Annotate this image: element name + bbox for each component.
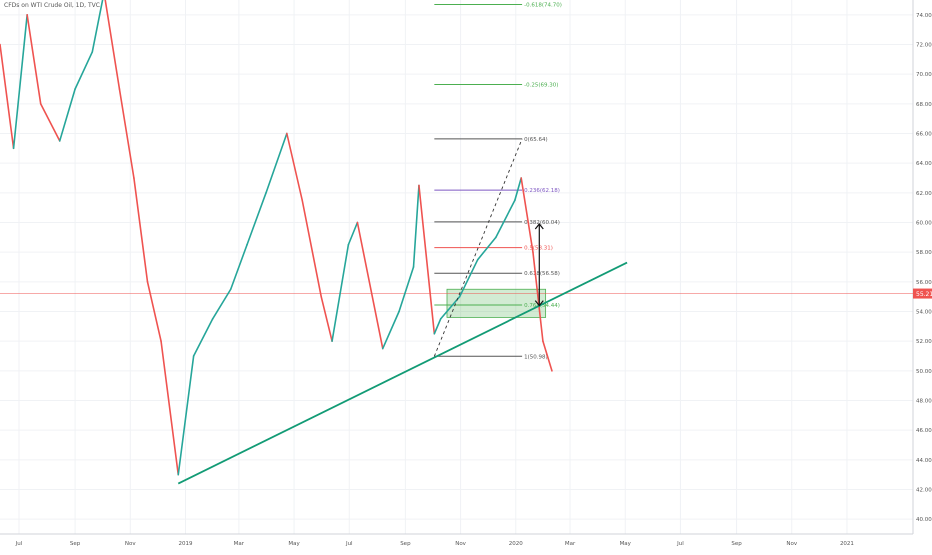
fib-level-label: 0.618(56.58) — [524, 271, 560, 277]
price-segment — [133, 177, 149, 283]
x-tick-label: May — [288, 541, 300, 547]
y-tick-label: 68.00 — [916, 102, 932, 108]
fib-level-label: 0.236(62.18) — [524, 188, 560, 194]
y-tick-label: 70.00 — [916, 72, 932, 78]
price-segment — [177, 355, 195, 476]
x-tick-label: 2019 — [178, 541, 192, 547]
price-segment — [12, 14, 28, 150]
price-segment — [347, 221, 359, 246]
x-tick-label: Sep — [731, 541, 742, 547]
price-segment — [160, 340, 180, 476]
price-segment — [301, 199, 323, 298]
price-segment — [104, 0, 121, 90]
fib-level-label: 0.5(58.31) — [524, 246, 553, 252]
y-tick-label: 56.00 — [916, 280, 932, 286]
y-tick-label: 58.00 — [916, 250, 932, 256]
price-segment — [495, 199, 516, 239]
price-segment — [211, 288, 232, 320]
x-tick-label: Sep — [400, 541, 411, 547]
x-tick-label: 2020 — [509, 541, 523, 547]
y-tick-label: 44.00 — [916, 458, 932, 464]
y-tick-label: 40.00 — [916, 517, 932, 523]
x-tick-label: Nov — [455, 541, 466, 547]
fib-level-label: -0.25(69.30) — [524, 83, 558, 89]
price-segment — [286, 132, 304, 202]
price-segment — [39, 103, 61, 142]
price-segment — [265, 132, 288, 194]
x-tick-label: Jul — [345, 541, 353, 547]
y-tick-label: 66.00 — [916, 132, 932, 138]
y-tick-label: 64.00 — [916, 161, 932, 167]
price-segment — [514, 177, 522, 202]
fib-level-label: 0.764(54.44) — [524, 303, 560, 309]
price-segment — [476, 236, 497, 261]
x-tick-label: Sep — [70, 541, 81, 547]
x-tick-label: Jul — [15, 541, 23, 547]
price-segment — [542, 340, 553, 372]
y-tick-label: 60.00 — [916, 221, 932, 227]
price-segment — [246, 192, 267, 246]
price-segment — [331, 243, 350, 342]
y-tick-label: 52.00 — [916, 339, 932, 345]
price-segment — [418, 184, 436, 335]
x-tick-label: 2021 — [840, 541, 854, 547]
price-segment — [58, 88, 76, 142]
price-segment — [381, 310, 400, 350]
price-segment — [532, 251, 544, 342]
y-tick-label: 72.00 — [916, 43, 932, 49]
ascending-trendline — [177, 261, 628, 485]
price-segment — [229, 243, 248, 291]
chart-title: CFDs on WTI Crude Oil, 1D, TVC — [4, 2, 100, 9]
price-segment — [412, 184, 420, 268]
x-tick-label: Jul — [676, 541, 684, 547]
price-segment — [192, 318, 214, 357]
price-segment — [433, 318, 442, 335]
price-segment — [146, 281, 162, 342]
price-segment — [520, 177, 534, 253]
y-tick-label: 50.00 — [916, 369, 932, 375]
price-segment — [91, 0, 104, 53]
current-price-tag — [913, 288, 932, 299]
y-tick-label: 74.00 — [916, 13, 932, 19]
x-tick-label: May — [620, 541, 632, 547]
fib-level-label: 0.382(60.04) — [524, 220, 560, 226]
y-tick-label: 42.00 — [916, 488, 932, 494]
fib-level-label: -0.618(74.70) — [524, 2, 562, 8]
fib-level-label: 0(65.64) — [524, 137, 548, 143]
y-tick-label: 54.00 — [916, 310, 932, 316]
y-tick-label: 48.00 — [916, 399, 932, 405]
measure-arrow-head-up — [534, 223, 544, 230]
y-tick-label: 62.00 — [916, 191, 932, 197]
x-tick-label: Mar — [565, 541, 576, 547]
price-segment — [26, 14, 42, 105]
price-segment — [458, 258, 479, 298]
price-segment — [320, 295, 333, 342]
x-tick-label: Mar — [234, 541, 245, 547]
support-zone-box — [446, 288, 547, 318]
fib-level-label: 1(50.98) — [524, 354, 548, 360]
x-tick-label: Nov — [786, 541, 797, 547]
price-segment — [356, 221, 384, 350]
price-segment — [118, 88, 135, 179]
price-segment — [74, 51, 94, 90]
x-tick-label: Nov — [125, 541, 136, 547]
price-segment — [398, 266, 415, 313]
price-segment — [0, 43, 15, 150]
measure-arrow-head-down — [534, 300, 544, 307]
y-tick-label: 46.00 — [916, 428, 932, 434]
current-price-label: 55.21 — [916, 291, 932, 298]
